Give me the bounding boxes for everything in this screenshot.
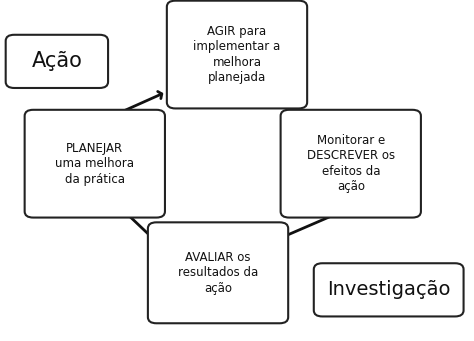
FancyBboxPatch shape <box>25 110 165 218</box>
FancyBboxPatch shape <box>281 110 421 218</box>
Text: AGIR para
implementar a
melhora
planejada: AGIR para implementar a melhora planejad… <box>193 25 281 84</box>
FancyBboxPatch shape <box>148 222 288 323</box>
Text: Monitorar e
DESCREVER os
efeitos da
ação: Monitorar e DESCREVER os efeitos da ação <box>307 134 395 193</box>
Text: Investigação: Investigação <box>327 280 450 299</box>
FancyBboxPatch shape <box>6 35 108 88</box>
Text: AVALIAR os
resultados da
ação: AVALIAR os resultados da ação <box>178 251 258 295</box>
FancyBboxPatch shape <box>167 1 307 108</box>
Text: PLANEJAR
uma melhora
da prática: PLANEJAR uma melhora da prática <box>55 142 134 186</box>
FancyBboxPatch shape <box>314 263 464 316</box>
Text: Ação: Ação <box>31 51 82 71</box>
